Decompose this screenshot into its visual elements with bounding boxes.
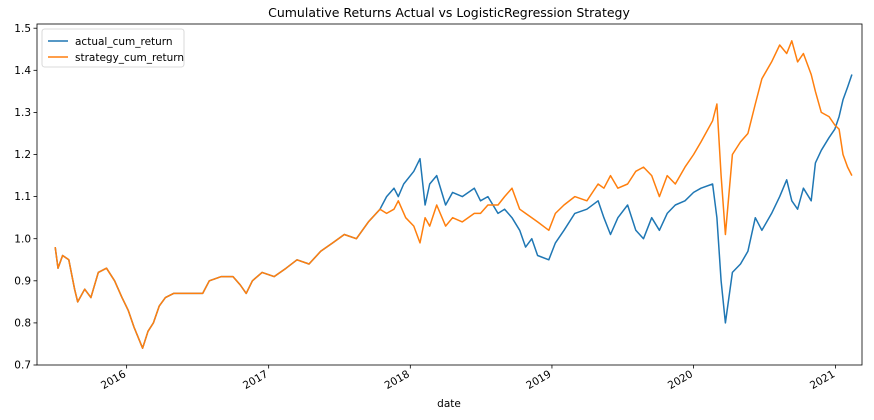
y-tick-label: 1.3 (14, 107, 31, 119)
x-axis: 2016 2017 2018 2019 2020 2021 (99, 365, 837, 392)
chart-title: Cumulative Returns Actual vs LogisticReg… (268, 5, 630, 20)
series-line-strategy-cum-return (54, 40, 853, 349)
x-tick-label: 2021 (808, 368, 837, 392)
y-tick-label: 1.2 (14, 149, 31, 161)
y-tick-label: 1.1 (14, 191, 31, 203)
x-axis-label: date (437, 398, 461, 410)
legend: actual_cum_return strategy_cum_return (41, 28, 185, 68)
x-tick-label: 2020 (666, 368, 695, 392)
x-tick-label: 2017 (241, 368, 270, 392)
y-tick-label: 1.0 (14, 233, 31, 245)
series-line-actual-cum-return (54, 74, 853, 349)
x-tick-label: 2016 (99, 368, 128, 392)
series-layer (54, 40, 853, 349)
y-tick-label: 0.8 (14, 318, 31, 330)
x-tick-label: 2018 (383, 368, 412, 392)
y-tick-label: 1.5 (14, 23, 31, 35)
y-tick-label: 0.9 (14, 275, 31, 287)
x-tick-label: 2019 (524, 368, 553, 392)
y-tick-label: 1.4 (14, 65, 31, 77)
plot-area-frame (36, 23, 863, 366)
legend-label-strategy-cum-return: strategy_cum_return (75, 52, 184, 64)
y-tick-label: 0.7 (14, 360, 31, 372)
legend-box (41, 28, 185, 68)
legend-label-actual-cum-return: actual_cum_return (75, 36, 173, 48)
y-axis: 0.7 0.8 0.9 1.0 1.1 1.2 1.3 1.4 1.5 (14, 23, 37, 372)
